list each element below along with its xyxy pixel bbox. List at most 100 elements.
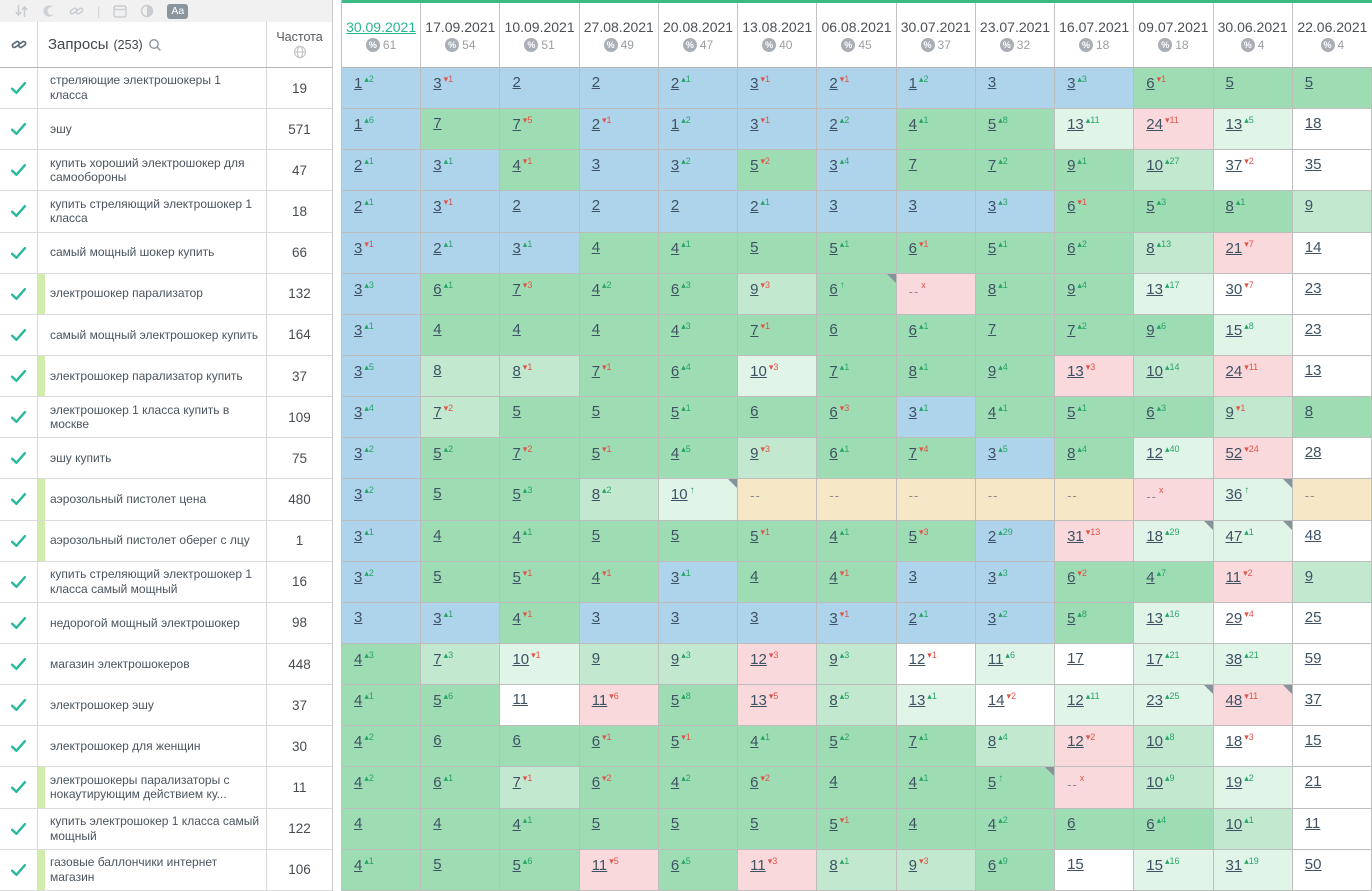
position-value[interactable]: 4 <box>354 650 363 668</box>
position-value[interactable]: 13 <box>750 692 767 710</box>
position-cell[interactable]: 2 ▴1 <box>421 232 501 274</box>
position-value[interactable]: 10 <box>1146 774 1163 792</box>
position-cell[interactable]: 8 ▴4 <box>1055 438 1135 480</box>
position-cell[interactable]: 6 ▴1 <box>421 273 501 315</box>
position-cell[interactable]: 9 ▾1 <box>1213 397 1293 439</box>
position-cell[interactable]: 5 ▴2 <box>817 726 897 768</box>
queries-column-header[interactable]: Запросы (253) <box>38 22 267 67</box>
position-value[interactable]: 7 <box>908 156 917 174</box>
position-value[interactable]: 6 <box>829 404 838 422</box>
position-value[interactable]: 4 <box>670 321 680 339</box>
position-value[interactable]: 3 <box>829 197 838 215</box>
position-value[interactable]: 5 <box>1225 74 1234 91</box>
position-value[interactable]: 6 <box>1067 198 1076 216</box>
position-cell[interactable]: 3 <box>658 602 739 644</box>
query-cell[interactable]: самый мощный шокер купить <box>38 232 267 273</box>
position-value[interactable]: 8 <box>987 280 997 298</box>
text-case-button[interactable]: Aa <box>167 3 189 19</box>
position-cell[interactable]: 1 ▴2 <box>342 68 422 110</box>
position-cell[interactable]: 23 ▴25 <box>1134 685 1214 727</box>
position-value[interactable]: 5 <box>750 814 759 832</box>
position-value[interactable]: 3 <box>433 198 442 216</box>
position-value[interactable]: 8 <box>829 692 838 710</box>
position-cell[interactable]: 6 ▾2 <box>1055 561 1135 603</box>
position-cell[interactable]: 7 ▴2 <box>975 150 1056 192</box>
position-cell[interactable]: 2 ▴2 <box>817 109 897 151</box>
position-cell[interactable]: 6 ▾1 <box>1055 191 1135 233</box>
position-cell[interactable]: 1 ▴2 <box>896 68 976 110</box>
position-cell[interactable]: 13 ▾5 <box>738 685 818 727</box>
position-cell[interactable]: 15 <box>1292 726 1372 768</box>
position-value[interactable]: 3 <box>512 239 521 257</box>
row-checkbox[interactable] <box>0 314 38 355</box>
position-cell[interactable]: 5 ▴1 <box>1055 397 1135 439</box>
position-cell[interactable]: 6 ↑ <box>817 273 897 315</box>
position-value[interactable]: 7 <box>987 157 997 175</box>
position-value[interactable]: 10 <box>1225 815 1243 833</box>
position-cell[interactable]: 12 ▾2 <box>1055 726 1135 768</box>
position-value[interactable]: 3 <box>987 445 997 463</box>
search-icon[interactable] <box>148 38 162 52</box>
position-value[interactable]: 2 <box>354 157 363 175</box>
position-value[interactable]: 13 <box>1146 280 1163 298</box>
position-cell[interactable]: 17 <box>1055 643 1135 686</box>
position-value[interactable]: 48 <box>1225 692 1243 710</box>
position-cell[interactable]: -- <box>896 479 976 521</box>
position-cell[interactable]: 4 ▴2 <box>658 767 739 809</box>
position-value[interactable]: 36 <box>1225 486 1243 504</box>
position-value[interactable]: 3 <box>354 527 363 545</box>
position-value[interactable]: 13 <box>1067 116 1084 134</box>
position-cell[interactable]: 10 ▴9 <box>1134 767 1214 809</box>
position-value[interactable]: 9 <box>750 280 759 298</box>
position-cell[interactable]: 5 ↑ <box>975 767 1056 809</box>
position-cell[interactable]: 8 ▴1 <box>896 355 976 398</box>
position-cell[interactable]: 4 ▴1 <box>342 685 422 727</box>
position-value[interactable]: 5 <box>433 692 442 710</box>
position-value[interactable]: 13 <box>908 692 926 710</box>
query-cell[interactable]: стреляющие электрошокеры 1 класса <box>38 68 267 109</box>
position-cell[interactable]: 38 ▴21 <box>1213 643 1293 686</box>
position-cell[interactable]: 4 <box>500 314 580 356</box>
position-cell[interactable]: 3 ▴3 <box>975 561 1056 603</box>
position-cell[interactable]: 2 ▴1 <box>738 191 818 233</box>
position-value[interactable]: 4 <box>433 814 442 832</box>
position-value[interactable]: 3 <box>750 608 759 626</box>
position-value[interactable]: 6 <box>908 239 917 257</box>
position-cell[interactable]: 10 ▴1 <box>1213 808 1293 850</box>
position-value[interactable]: 5 <box>750 238 759 256</box>
position-cell[interactable]: 4 ▾1 <box>500 150 580 192</box>
position-cell[interactable]: 3 ▴1 <box>896 397 976 439</box>
position-cell[interactable]: 4 ▴1 <box>896 767 976 809</box>
position-cell[interactable]: 7 ▾1 <box>738 314 818 356</box>
position-cell[interactable]: 7 <box>896 150 976 192</box>
position-cell[interactable]: 5 <box>1292 68 1372 110</box>
position-value[interactable]: 31 <box>1067 527 1084 545</box>
position-cell[interactable]: 48 <box>1292 520 1372 562</box>
position-value[interactable]: 8 <box>1067 445 1076 463</box>
position-cell[interactable]: 8 ▴1 <box>1213 191 1293 233</box>
position-cell[interactable]: 4 ▾1 <box>817 561 897 603</box>
position-value[interactable]: 4 <box>829 568 838 586</box>
query-cell[interactable]: электрошокеры парализаторы с нокаутирующ… <box>38 767 267 808</box>
position-value[interactable]: 25 <box>1304 608 1322 626</box>
position-cell[interactable]: 6 ▴3 <box>658 273 739 315</box>
position-cell[interactable]: 3 ▴3 <box>1055 68 1135 110</box>
position-value[interactable]: 4 <box>908 814 917 832</box>
position-cell[interactable]: 10 ▴27 <box>1134 150 1214 192</box>
position-value[interactable]: 11 <box>591 856 608 874</box>
position-value[interactable]: 38 <box>1225 650 1243 668</box>
position-value[interactable]: 8 <box>908 362 917 380</box>
row-checkbox[interactable] <box>0 520 38 561</box>
position-value[interactable]: 24 <box>1225 362 1243 380</box>
position-cell[interactable]: 3 ▴2 <box>342 479 422 521</box>
position-value[interactable]: 3 <box>987 198 997 216</box>
position-cell[interactable]: 3 ▴5 <box>975 438 1056 480</box>
position-value[interactable]: 6 <box>591 733 601 751</box>
position-value[interactable]: 7 <box>433 115 442 133</box>
query-cell[interactable]: купить стреляющий электрошокер 1 класса … <box>38 561 267 602</box>
position-cell[interactable]: 3 ▴4 <box>342 397 422 439</box>
position-cell[interactable]: 11 ▾5 <box>579 849 659 891</box>
position-value[interactable]: 5 <box>670 814 680 832</box>
position-cell[interactable]: 2 ▴29 <box>975 520 1056 562</box>
position-cell[interactable]: 5 ▾1 <box>579 438 659 480</box>
